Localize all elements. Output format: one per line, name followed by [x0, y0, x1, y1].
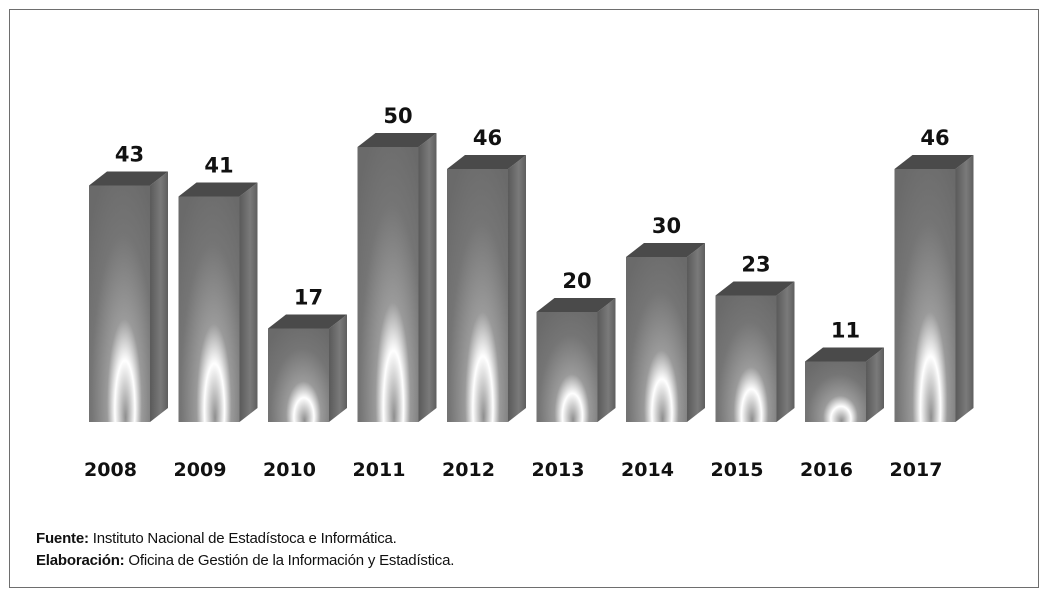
value-label-2014: 30	[652, 214, 681, 238]
bar-2011	[357, 133, 437, 422]
bar-front-2013	[536, 312, 598, 422]
bar-front-2012	[447, 169, 508, 422]
x-tick-label-2017: 2017	[890, 459, 943, 481]
value-label-2015: 23	[741, 253, 770, 277]
bar-side-2014	[687, 243, 705, 422]
x-tick-label-2016: 2016	[800, 459, 853, 481]
bar-top-2012	[447, 155, 526, 169]
value-label-2009: 41	[204, 154, 233, 178]
bar-top-2015	[715, 281, 795, 296]
bar-2017	[894, 155, 974, 422]
value-label-2017: 46	[920, 126, 949, 150]
source-line: Fuente: Instituto Nacional de Estadístoc…	[36, 528, 454, 550]
bar-top-2011	[357, 133, 437, 147]
bar-2012	[447, 155, 526, 422]
bar-top-2013	[536, 298, 616, 312]
bar-side-2012	[508, 155, 526, 422]
x-tick-label-2012: 2012	[442, 459, 495, 481]
bar-top-2008	[89, 171, 168, 186]
bar-front-2008	[89, 185, 150, 422]
bar-front-2015	[715, 295, 777, 422]
bar-2015	[715, 281, 795, 422]
x-tick-label-2013: 2013	[532, 459, 585, 481]
credit-text: Oficina de Gestión de la Información y E…	[128, 552, 455, 569]
bar-side-2015	[776, 281, 795, 422]
x-tick-label-2009: 2009	[174, 459, 227, 481]
bar-side-2017	[955, 155, 974, 422]
bar-2008	[89, 171, 168, 422]
bar-2009	[178, 182, 258, 422]
x-tick-label-2010: 2010	[263, 459, 316, 481]
x-tick-label-2015: 2015	[711, 459, 764, 481]
value-label-2008: 43	[115, 143, 144, 167]
bar-side-2011	[418, 133, 437, 422]
bar-side-2016	[866, 347, 884, 422]
bar-2010	[268, 314, 347, 422]
bar-top-2014	[626, 243, 705, 257]
credit-label: Elaboración:	[36, 552, 125, 569]
source-label: Fuente:	[36, 530, 89, 547]
bar-front-2011	[357, 147, 419, 422]
chart-footer: Fuente: Instituto Nacional de Estadístoc…	[36, 528, 454, 572]
bar-front-2017	[894, 169, 956, 422]
credit-line: Elaboración: Oficina de Gestión de la In…	[36, 550, 454, 572]
bar-side-2010	[329, 314, 347, 422]
bar-side-2009	[239, 182, 258, 422]
bar-front-2016	[805, 361, 866, 422]
bar-top-2016	[805, 347, 884, 362]
bar-top-2017	[894, 155, 974, 169]
value-label-2011: 50	[383, 104, 412, 128]
value-label-2012: 46	[473, 126, 502, 150]
bar-2014	[626, 243, 705, 422]
value-label-2010: 17	[294, 286, 323, 310]
value-label-2013: 20	[562, 269, 591, 293]
bar-side-2008	[150, 171, 168, 422]
bar-top-2010	[268, 314, 347, 329]
value-label-2016: 11	[831, 319, 860, 343]
source-text: Instituto Nacional de Estadístoca e Info…	[92, 530, 397, 547]
bar-2016	[805, 347, 884, 422]
bar-front-2009	[178, 196, 240, 422]
bar-top-2009	[178, 182, 258, 197]
bar-2013	[536, 298, 616, 422]
x-tick-label-2014: 2014	[621, 459, 674, 481]
bar-front-2010	[268, 328, 329, 422]
x-tick-label-2011: 2011	[353, 459, 406, 481]
bar-front-2014	[626, 257, 687, 422]
x-tick-label-2008: 2008	[84, 459, 137, 481]
bar-side-2013	[597, 298, 616, 422]
